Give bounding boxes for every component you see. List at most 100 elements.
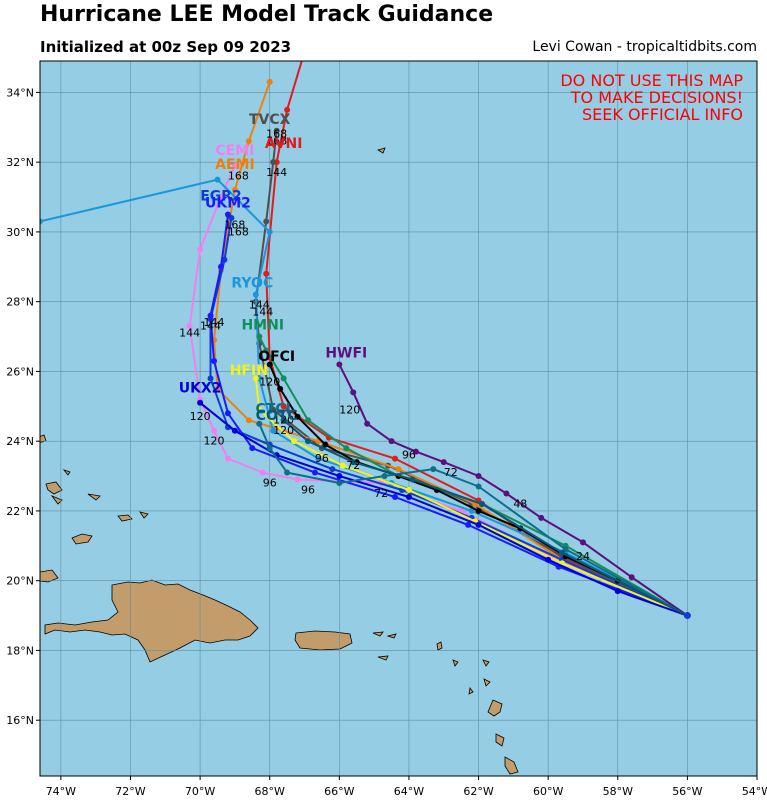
lon-tick-label: 64°W	[394, 785, 424, 798]
forecast-hour-label: 96	[402, 449, 416, 462]
track-point	[479, 500, 486, 507]
track-point	[545, 556, 552, 563]
forecast-hour-label: 24	[576, 550, 590, 563]
track-point	[381, 473, 388, 480]
warning-line: DO NOT USE THIS MAP	[560, 71, 743, 90]
lat-tick-label: 22°N	[6, 505, 34, 518]
track-point	[465, 521, 472, 528]
track-point	[252, 291, 259, 298]
track-point	[224, 410, 231, 417]
track-point	[294, 413, 301, 420]
forecast-hour-label: 168	[228, 170, 249, 183]
track-point	[231, 162, 238, 169]
track-point	[214, 176, 221, 183]
track-point	[214, 385, 221, 392]
track-point	[263, 218, 270, 225]
lesser-antilles	[377, 147, 519, 775]
track-point	[211, 427, 218, 434]
forecast-hour-label: 96	[263, 477, 277, 490]
lat-tick-label: 20°N	[6, 575, 34, 588]
forecast-hour-labels: 1441681681209614416814416814416814414412…	[179, 128, 590, 563]
model-label-hmni: HMNI	[241, 318, 284, 334]
init-subtitle: Initialized at 00z Sep 09 2023	[40, 38, 292, 56]
axis-ticks: 74°W 72°W 70°W 68°W 66°W 64°W 62°W 60°W 58°W 56°W…	[6, 86, 767, 798]
track-point	[211, 357, 218, 364]
model-label-aemi: AEMI	[215, 157, 255, 173]
track-point	[305, 417, 312, 424]
track-point	[503, 490, 510, 497]
track-point	[284, 106, 291, 113]
track-point	[231, 427, 238, 434]
track-point	[329, 466, 336, 473]
track-point	[284, 469, 291, 476]
track-line-aemi	[213, 81, 688, 617]
model-label-cemi: CEMI	[215, 143, 254, 159]
lon-tick-label: 70°W	[185, 785, 215, 798]
track-point	[197, 246, 204, 253]
track-point	[430, 466, 437, 473]
lon-tick-label: 58°W	[603, 785, 633, 798]
forecast-hour-label: 120	[273, 424, 294, 437]
track-point	[259, 469, 266, 476]
track-point	[315, 455, 322, 462]
forecast-hour-label: 168	[266, 128, 287, 141]
track-point	[280, 375, 287, 382]
forecast-hour-label: 96	[301, 483, 315, 496]
model-label-ctci: CTCI	[256, 401, 291, 417]
track-point	[266, 361, 273, 368]
track-point	[197, 399, 204, 406]
forecast-hour-label: 120	[204, 435, 225, 448]
lon-tick-label: 68°W	[255, 785, 285, 798]
track-point	[270, 427, 277, 434]
track-point	[343, 445, 350, 452]
forecast-hour-label: 144	[179, 327, 200, 340]
model-label-hwfi: HWFI	[325, 345, 367, 361]
warning-line: SEEK OFFICIAL INFO	[582, 105, 743, 124]
forecast-hour-label: 168	[266, 135, 287, 148]
forecast-hour-label: 120	[259, 375, 280, 388]
track-line-hwfi	[338, 363, 688, 617]
forecast-hour-label: 144	[249, 299, 270, 312]
model-label-avni: AVNI	[265, 136, 303, 152]
forecast-hour-label: 168	[224, 218, 245, 231]
forecast-hour-label: 168	[228, 225, 249, 238]
track-point	[322, 441, 329, 448]
track-point	[614, 588, 621, 595]
forecast-hour-label: 48	[513, 497, 527, 510]
track-point	[224, 455, 231, 462]
track-point	[412, 448, 419, 455]
model-tracks	[40, 61, 691, 620]
track-point	[256, 333, 263, 340]
forecast-hour-label: 72	[444, 466, 458, 479]
track-point	[628, 574, 635, 581]
track-point	[305, 438, 312, 445]
track-point	[217, 263, 224, 270]
track-point	[475, 521, 482, 528]
lat-tick-label: 30°N	[6, 226, 34, 239]
model-label-tvcx: TVCX	[249, 112, 291, 128]
model-label-ryoc: RYOC	[231, 276, 273, 292]
track-point	[224, 211, 231, 218]
track-point	[409, 476, 416, 483]
track-point	[311, 469, 318, 476]
track-point	[388, 438, 395, 445]
track-point	[186, 323, 193, 330]
track-point	[249, 445, 256, 452]
track-point	[350, 459, 357, 466]
track-point	[559, 549, 566, 556]
track-point	[475, 507, 482, 514]
lon-tick-label: 60°W	[533, 785, 563, 798]
lon-tick-label: 56°W	[672, 785, 702, 798]
track-point	[440, 459, 447, 466]
lat-tick-label: 26°N	[6, 365, 34, 378]
lat-tick-label: 24°N	[6, 435, 34, 448]
lat-tick-label: 16°N	[6, 714, 34, 727]
track-point	[294, 476, 301, 483]
track-point	[231, 187, 238, 194]
map-frame	[39, 60, 758, 777]
land-areas	[40, 147, 519, 775]
track-point	[350, 389, 357, 396]
lat-tick-label: 28°N	[6, 296, 34, 309]
track-point	[336, 361, 343, 368]
